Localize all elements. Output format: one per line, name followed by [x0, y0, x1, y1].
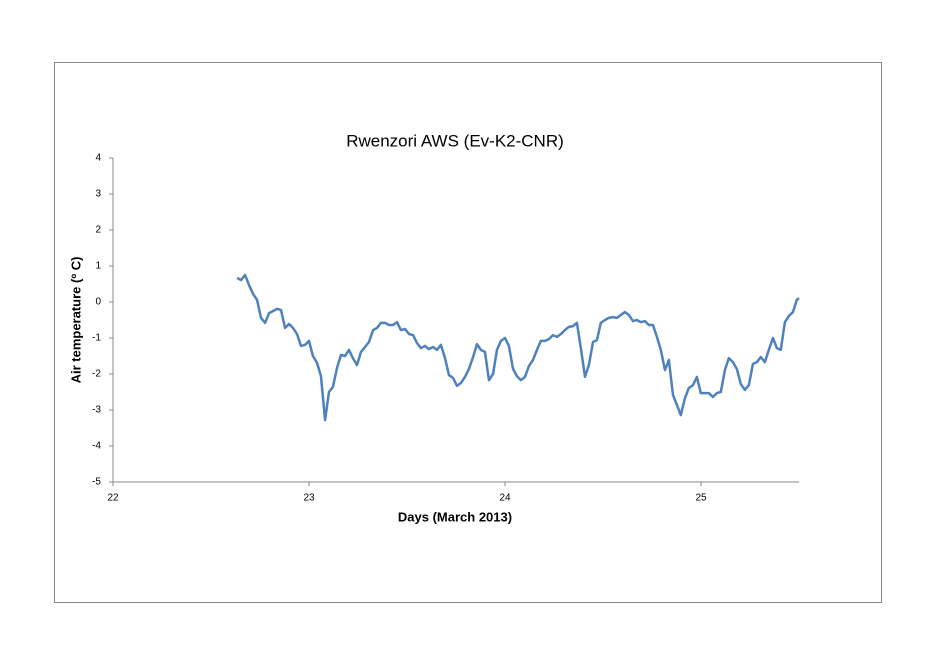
- x-tick-label: 24: [499, 493, 511, 504]
- y-tick-label: 1: [95, 261, 101, 272]
- y-tick-label: -1: [92, 333, 101, 344]
- y-tick-label: 3: [95, 189, 101, 200]
- y-tick-label: -3: [92, 405, 101, 416]
- y-tick-label: -5: [92, 477, 101, 488]
- y-tick-label: 4: [95, 153, 101, 164]
- data-line: [236, 273, 800, 422]
- x-tick-label: 25: [695, 493, 707, 504]
- y-tick-label: 0: [95, 297, 101, 308]
- y-tick-label: -4: [92, 441, 101, 452]
- chart-title: Rwenzori AWS (Ev-K2-CNR): [346, 131, 564, 150]
- y-tick-label: 2: [95, 225, 101, 236]
- x-tick-label: 22: [107, 493, 119, 504]
- x-axis-title: Days (March 2013): [398, 509, 512, 524]
- y-tick-label: -2: [92, 369, 101, 380]
- x-tick-label: 23: [303, 493, 315, 504]
- chart-border: [54, 62, 882, 603]
- y-axis-title: Air temperature (º C): [68, 257, 83, 384]
